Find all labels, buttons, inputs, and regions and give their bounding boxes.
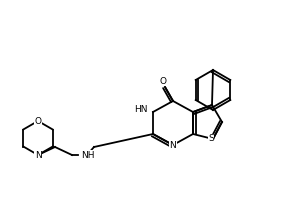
Text: N: N	[34, 150, 41, 160]
Text: O: O	[34, 116, 41, 126]
Text: NH: NH	[81, 150, 94, 160]
Text: N: N	[169, 142, 176, 150]
Text: O: O	[160, 76, 167, 86]
Text: HN: HN	[134, 104, 148, 114]
Text: S: S	[208, 134, 214, 143]
